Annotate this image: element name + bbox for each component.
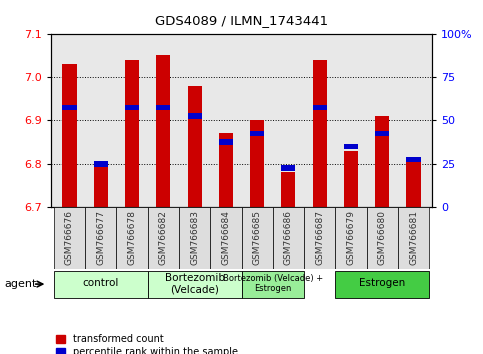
Text: GSM766686: GSM766686 xyxy=(284,210,293,265)
FancyBboxPatch shape xyxy=(242,270,304,298)
Text: GDS4089 / ILMN_1743441: GDS4089 / ILMN_1743441 xyxy=(155,14,328,27)
Bar xyxy=(344,144,358,149)
Text: GSM766684: GSM766684 xyxy=(221,210,230,265)
FancyBboxPatch shape xyxy=(179,207,210,269)
Bar xyxy=(282,172,296,207)
FancyBboxPatch shape xyxy=(116,207,148,269)
FancyBboxPatch shape xyxy=(54,207,85,269)
FancyBboxPatch shape xyxy=(148,270,242,298)
Text: GSM766678: GSM766678 xyxy=(128,210,137,265)
Bar xyxy=(62,104,76,110)
Bar xyxy=(156,104,170,110)
Bar xyxy=(250,120,264,207)
Text: Estrogen: Estrogen xyxy=(359,279,405,289)
Bar xyxy=(313,59,327,207)
FancyBboxPatch shape xyxy=(85,207,116,269)
Bar xyxy=(219,139,233,145)
Bar xyxy=(219,133,233,207)
Bar xyxy=(156,55,170,207)
Legend: transformed count, percentile rank within the sample: transformed count, percentile rank withi… xyxy=(56,334,238,354)
Bar xyxy=(125,104,139,110)
Text: GSM766679: GSM766679 xyxy=(346,210,355,265)
FancyBboxPatch shape xyxy=(148,207,179,269)
FancyBboxPatch shape xyxy=(335,270,429,298)
Bar xyxy=(282,165,296,171)
Bar xyxy=(407,159,421,207)
Text: GSM766680: GSM766680 xyxy=(378,210,387,265)
Text: GSM766685: GSM766685 xyxy=(253,210,262,265)
Text: agent: agent xyxy=(5,279,37,289)
Bar xyxy=(187,86,201,207)
Bar xyxy=(62,64,76,207)
FancyBboxPatch shape xyxy=(210,207,242,269)
Bar xyxy=(94,161,108,166)
Text: control: control xyxy=(83,279,119,289)
Bar xyxy=(94,164,108,207)
FancyBboxPatch shape xyxy=(367,207,398,269)
Bar xyxy=(375,131,389,136)
FancyBboxPatch shape xyxy=(304,207,335,269)
Text: GSM766676: GSM766676 xyxy=(65,210,74,265)
Text: GSM766687: GSM766687 xyxy=(315,210,324,265)
Bar xyxy=(375,116,389,207)
Bar xyxy=(125,59,139,207)
Text: GSM766677: GSM766677 xyxy=(96,210,105,265)
FancyBboxPatch shape xyxy=(335,207,367,269)
FancyBboxPatch shape xyxy=(54,270,148,298)
FancyBboxPatch shape xyxy=(273,207,304,269)
FancyBboxPatch shape xyxy=(242,207,273,269)
Bar xyxy=(187,113,201,119)
Text: Bortezomib
(Velcade): Bortezomib (Velcade) xyxy=(165,273,225,294)
Text: GSM766683: GSM766683 xyxy=(190,210,199,265)
Bar xyxy=(313,104,327,110)
Text: Bortezomib (Velcade) +
Estrogen: Bortezomib (Velcade) + Estrogen xyxy=(223,274,323,293)
Text: GSM766682: GSM766682 xyxy=(159,210,168,265)
Bar xyxy=(250,131,264,136)
Bar xyxy=(344,151,358,207)
Bar xyxy=(407,156,421,162)
FancyBboxPatch shape xyxy=(398,207,429,269)
Text: GSM766681: GSM766681 xyxy=(409,210,418,265)
